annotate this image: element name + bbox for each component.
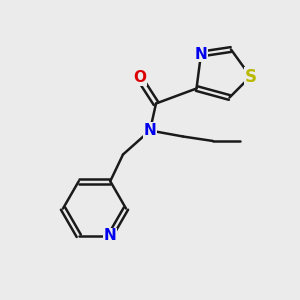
Text: O: O [133,70,146,86]
Text: N: N [195,46,207,62]
Text: N: N [104,228,117,243]
Text: S: S [244,68,256,85]
Text: N: N [144,123,156,138]
